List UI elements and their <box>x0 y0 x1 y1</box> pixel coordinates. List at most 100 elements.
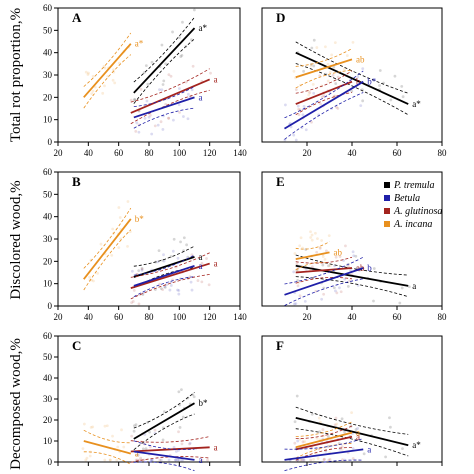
observation-point <box>133 97 137 101</box>
observation-point <box>324 45 327 49</box>
observation-point <box>126 200 130 203</box>
confidence-band <box>295 428 409 457</box>
observation-point <box>150 60 154 64</box>
observation-point <box>172 445 176 449</box>
observation-point <box>117 246 121 250</box>
y-tick-label: 40 <box>43 48 53 58</box>
legend-swatch-a-glutinosa <box>384 208 390 214</box>
significance-label: a <box>199 455 203 465</box>
observation-point <box>389 98 393 102</box>
observation-point <box>137 269 141 273</box>
observation-point <box>132 429 136 433</box>
observation-point <box>108 458 112 462</box>
observation-point <box>345 54 349 57</box>
observation-point <box>134 423 138 427</box>
series-a-glutinosa: a <box>130 68 218 125</box>
confidence-band <box>83 32 132 87</box>
observation-point <box>347 265 350 269</box>
observation-point <box>160 88 164 92</box>
observation-point <box>163 285 167 289</box>
observation-point <box>322 458 326 462</box>
ylabel-row-1: Total rot proportion,% <box>8 8 24 142</box>
observation-point <box>354 254 358 258</box>
observation-point <box>153 428 157 432</box>
regression-line <box>295 435 353 451</box>
regression-line <box>295 51 409 105</box>
observation-point <box>140 268 144 272</box>
observation-point <box>111 434 114 438</box>
observation-point <box>292 69 296 73</box>
x-tick-label: 40 <box>84 148 94 158</box>
observation-point <box>322 457 326 461</box>
y-tick-label: 50 <box>43 25 53 35</box>
significance-label: a <box>356 428 360 438</box>
observation-point <box>310 120 313 124</box>
observation-point <box>349 268 352 272</box>
legend-label-a-incana: A. incana <box>393 219 432 230</box>
observation-point <box>176 458 180 462</box>
x-tick-label: 80 <box>438 148 448 158</box>
observation-point <box>131 300 135 303</box>
observation-point <box>328 70 332 74</box>
y-tick-label: 0 <box>48 301 53 311</box>
regression-line <box>133 402 195 440</box>
observation-point <box>343 430 346 434</box>
observation-point <box>192 395 196 399</box>
observation-point <box>103 458 107 462</box>
x-tick-label: 20 <box>54 148 64 158</box>
ylabel-row-2: Discolored wood,% <box>8 180 24 299</box>
observation-point <box>162 259 166 263</box>
observation-point <box>177 292 181 296</box>
x-tick-label: 20 <box>54 312 64 322</box>
observation-point <box>320 95 324 99</box>
x-tick-label: 100 <box>173 148 187 158</box>
x-tick-label: 140 <box>233 312 247 322</box>
observation-point <box>91 74 95 78</box>
legend-swatch-a-incana <box>384 221 390 227</box>
plot-frame <box>57 171 241 307</box>
significance-label: a <box>214 442 218 452</box>
observation-point <box>332 65 336 69</box>
observation-point <box>140 267 144 271</box>
observation-point <box>153 124 157 128</box>
panel-letter: E <box>276 174 285 189</box>
x-tick-label: 80 <box>438 312 448 322</box>
regression-line <box>83 440 132 455</box>
observation-point <box>146 82 150 86</box>
legend: P. tremula Betula A. glutinosa A. incana <box>384 180 442 230</box>
observation-point <box>326 444 330 448</box>
x-tick-label: 120 <box>203 312 217 322</box>
series-a-glutinosa: a <box>130 436 218 463</box>
observation-point <box>173 458 177 462</box>
observation-point <box>303 440 307 444</box>
observation-point <box>323 257 327 261</box>
observation-point <box>295 394 299 398</box>
observation-point <box>112 68 115 72</box>
observation-point <box>312 38 316 42</box>
observation-point <box>356 426 360 430</box>
regression-line <box>133 27 196 94</box>
x-tick-label: 40 <box>348 312 358 322</box>
observation-point <box>334 82 338 85</box>
y-tick-label: 30 <box>43 70 53 80</box>
observation-point <box>327 234 331 238</box>
confidence-band <box>83 429 131 444</box>
confidence-band <box>130 436 210 443</box>
confidence-band <box>133 440 195 450</box>
observation-point <box>184 80 188 84</box>
observation-point <box>302 458 306 462</box>
observation-point <box>129 98 133 102</box>
observation-point <box>351 457 355 460</box>
observation-point <box>192 8 196 12</box>
confidence-band <box>83 54 132 109</box>
significance-label: a <box>214 74 218 84</box>
observation-point <box>178 426 182 429</box>
observation-point <box>393 74 397 78</box>
confidence-band <box>130 252 210 278</box>
y-tick-label: 60 <box>43 3 53 13</box>
confidence-band <box>133 38 195 104</box>
observation-point <box>132 424 136 428</box>
observation-point <box>372 299 375 303</box>
observation-point <box>178 110 181 114</box>
